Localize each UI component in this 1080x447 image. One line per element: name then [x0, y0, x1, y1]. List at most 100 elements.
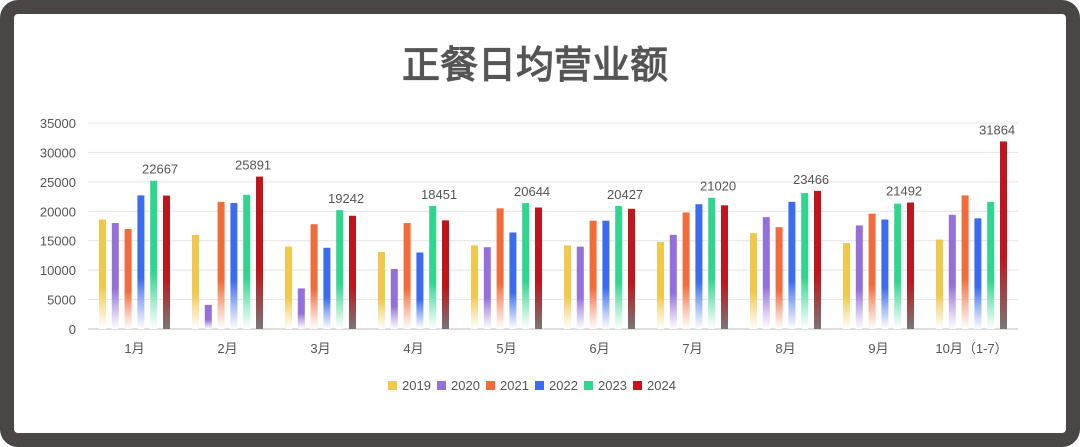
- bar-2019-8: [843, 243, 850, 329]
- bar-2021-4: [496, 208, 504, 329]
- bar-2019-0: [99, 219, 106, 329]
- bar-2021-0: [124, 228, 132, 329]
- bar-2020-3: [390, 268, 398, 329]
- legend-swatch-2022: [535, 381, 544, 390]
- x-tick-label: 2月: [217, 341, 237, 356]
- bar-2021-3: [403, 223, 411, 329]
- x-tick-label: 5月: [496, 341, 516, 356]
- x-tick-label: 3月: [310, 341, 330, 356]
- bar-2019-5: [564, 245, 571, 329]
- bar-2021-2: [310, 224, 318, 329]
- data-labels: 22667 25891 19242 18451 20644 20427 21020 23466…: [142, 122, 1015, 206]
- legend-swatch-2019: [388, 381, 397, 390]
- bar-2019-1: [192, 234, 199, 329]
- bar-2020-0: [111, 223, 119, 329]
- bar-2022-4: [509, 232, 517, 329]
- bar-2022-1: [230, 203, 238, 329]
- bar-2019-4: [471, 245, 478, 329]
- bar-2020-5: [576, 246, 584, 329]
- bar-2024-5: [628, 208, 635, 329]
- data-label: 25891: [235, 158, 271, 173]
- legend-label-2024: 2024: [647, 378, 676, 393]
- bar-2019-3: [378, 251, 385, 329]
- bar-2021-9: [961, 195, 969, 329]
- y-axis: 0 5000 10000 15000 20000 25000 30000 35000: [40, 116, 76, 337]
- bar-2019-2: [285, 246, 292, 329]
- data-label: 21020: [700, 179, 736, 194]
- legend-label-2022: 2022: [549, 378, 578, 393]
- bar-2019-6: [657, 241, 664, 329]
- data-label: 18451: [421, 187, 457, 202]
- chart-title: 正餐日均营业额: [402, 43, 668, 87]
- y-tick-label: 15000: [40, 234, 76, 249]
- bar-2019-7: [750, 233, 757, 329]
- bar-2023-3: [429, 205, 437, 329]
- bar-2020-4: [483, 247, 491, 329]
- x-tick-label: 6月: [589, 341, 609, 356]
- y-tick-label: 25000: [40, 175, 76, 190]
- bar-2022-5: [602, 220, 610, 329]
- data-label: 19242: [328, 191, 364, 206]
- bar-2020-8: [855, 225, 863, 329]
- bar-2019-9: [936, 239, 943, 329]
- data-label: 31864: [979, 122, 1015, 137]
- data-label: 21492: [886, 184, 922, 199]
- x-tick-label: 1月: [124, 341, 144, 356]
- bar-2024-1: [256, 176, 263, 329]
- bar-2023-0: [150, 180, 158, 329]
- x-axis: 1月 2月 3月 4月 5月 6月 7月 8月 9月 10月（1-7）: [124, 341, 1007, 356]
- data-label: 20427: [607, 187, 643, 202]
- bar-2022-6: [695, 204, 703, 329]
- bar-2023-9: [987, 201, 995, 329]
- legend-label-2019: 2019: [402, 378, 431, 393]
- legend-label-2021: 2021: [500, 378, 529, 393]
- x-tick-label: 10月（1-7）: [935, 341, 1007, 356]
- bar-2021-7: [775, 227, 783, 329]
- y-tick-label: 0: [69, 322, 76, 337]
- bar-2023-8: [894, 203, 902, 329]
- y-tick-label: 20000: [40, 204, 76, 219]
- bar-2023-2: [336, 210, 344, 329]
- bar-2023-7: [801, 193, 809, 329]
- legend-label-2023: 2023: [598, 378, 627, 393]
- bars: [99, 141, 1007, 329]
- bar-2020-7: [762, 217, 770, 329]
- data-label: 22667: [142, 162, 178, 177]
- bar-2022-2: [323, 247, 331, 329]
- bar-2021-5: [589, 220, 597, 329]
- bar-2024-6: [721, 205, 728, 329]
- bar-2024-0: [163, 195, 170, 329]
- bar-2023-5: [615, 205, 623, 329]
- bar-2022-7: [788, 201, 796, 329]
- data-label: 23466: [793, 172, 829, 187]
- y-tick-label: 5000: [47, 293, 76, 308]
- data-label: 20644: [514, 184, 550, 199]
- bar-2020-9: [948, 214, 956, 329]
- bar-2023-6: [708, 197, 716, 329]
- legend: 2019 2020 2021 2022 2023 2024: [388, 378, 676, 393]
- x-tick-label: 4月: [403, 341, 423, 356]
- y-tick-label: 30000: [40, 145, 76, 160]
- bar-2024-7: [814, 190, 821, 329]
- bar-2020-1: [204, 304, 212, 329]
- bar-2024-9: [1000, 141, 1007, 329]
- y-tick-label: 10000: [40, 263, 76, 278]
- bar-2022-3: [416, 252, 424, 329]
- bar-2022-9: [974, 218, 982, 329]
- bar-2022-0: [137, 195, 145, 329]
- y-tick-label: 35000: [40, 116, 76, 131]
- legend-swatch-2024: [633, 381, 642, 390]
- legend-swatch-2023: [584, 381, 593, 390]
- x-tick-label: 9月: [868, 341, 888, 356]
- bar-2024-4: [535, 207, 542, 329]
- bar-2024-3: [442, 220, 449, 329]
- bar-2022-8: [881, 219, 889, 329]
- bar-2021-6: [682, 212, 690, 329]
- bar-2021-8: [868, 213, 876, 329]
- bar-2020-6: [669, 234, 677, 329]
- legend-label-2020: 2020: [451, 378, 480, 393]
- x-tick-label: 7月: [682, 341, 702, 356]
- legend-swatch-2020: [437, 381, 446, 390]
- bar-2024-8: [907, 202, 914, 329]
